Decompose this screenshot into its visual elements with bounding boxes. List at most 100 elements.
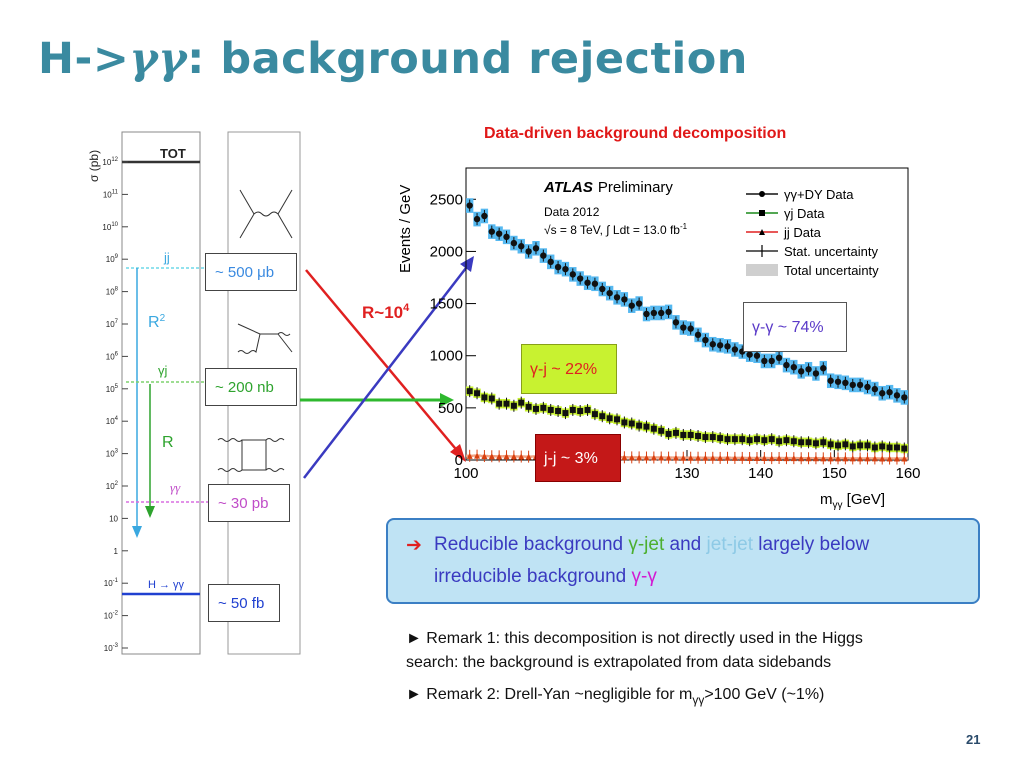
data-point-gj bbox=[532, 405, 539, 412]
data-point-gj bbox=[731, 436, 738, 443]
data-point-gg bbox=[503, 233, 510, 241]
data-point-gg bbox=[628, 302, 635, 309]
xsec-tick-label: 102 bbox=[106, 481, 119, 491]
data-point-gj bbox=[835, 442, 842, 449]
legend-marker-icon bbox=[759, 191, 765, 197]
data-point-gg bbox=[871, 385, 879, 393]
data-point-gg bbox=[805, 366, 812, 373]
xsec-tick-label: 104 bbox=[106, 416, 119, 426]
callout-arrow-icon: ➔ bbox=[406, 535, 422, 556]
data-point-gg bbox=[495, 230, 503, 237]
xsec-axis-ticks: 1012101110101091081071061051041031021011… bbox=[102, 157, 128, 653]
data-point-gg bbox=[820, 365, 827, 372]
data-point-gg bbox=[613, 294, 621, 301]
data-point-gg bbox=[518, 243, 525, 250]
data-point-gj bbox=[857, 442, 864, 449]
atlas-label: ATLAS Preliminary bbox=[543, 179, 673, 196]
data-point-gj bbox=[636, 422, 643, 429]
gj-arrowhead-icon bbox=[145, 506, 155, 518]
y-tick-label: 2000 bbox=[430, 243, 463, 260]
callout-line-2: irreducible background γ-γ bbox=[434, 566, 657, 587]
xsec-box-jj: ~ 500 μb bbox=[205, 253, 297, 291]
red-arrow-line bbox=[305, 269, 461, 455]
data-point-jj bbox=[835, 455, 842, 462]
remark-1-line-2: search: the background is extrapolated f… bbox=[406, 654, 832, 671]
data-point-gg bbox=[466, 202, 473, 209]
data-point-gg bbox=[540, 252, 547, 259]
xsec-tick-label: 103 bbox=[106, 449, 119, 459]
gj-label: γj bbox=[158, 363, 168, 378]
data-point-jj bbox=[901, 455, 908, 462]
data-point-gg bbox=[849, 381, 856, 389]
blue-arrowhead-icon bbox=[460, 256, 474, 272]
data-point-gg bbox=[827, 377, 834, 384]
data-point-gj bbox=[790, 438, 797, 445]
data-point-jj bbox=[658, 454, 665, 461]
xsec-frame bbox=[121, 131, 201, 655]
data-point-jj bbox=[650, 454, 657, 461]
xsec-tick-label: 107 bbox=[106, 319, 119, 329]
legend-marker-icon bbox=[759, 210, 765, 216]
callout-line-1: Reducible background γ-jet and jet-jet l… bbox=[434, 534, 870, 555]
chart-xlabel: mγγ [GeV] bbox=[820, 491, 885, 511]
annotation-jj-pct: j-j ~ 3% bbox=[535, 434, 621, 482]
data-point-gj bbox=[474, 390, 481, 397]
data-point-gg bbox=[746, 351, 753, 358]
x-tick-label: 160 bbox=[895, 465, 920, 482]
data-point-gg bbox=[797, 368, 805, 375]
slide-title: H->γγ: background rejection bbox=[38, 34, 748, 84]
data-point-gg bbox=[547, 258, 554, 266]
data-point-gj bbox=[628, 420, 635, 427]
data-point-jj bbox=[628, 454, 635, 461]
data-point-gg bbox=[768, 357, 775, 365]
data-point-jj bbox=[849, 455, 856, 462]
connector-arrows: R~104 bbox=[300, 256, 474, 479]
data-point-jj bbox=[510, 453, 517, 460]
data-point-gg bbox=[680, 324, 687, 331]
data-point-jj bbox=[717, 454, 724, 461]
data-point-jj bbox=[761, 455, 768, 462]
jj-arrowhead-icon bbox=[132, 526, 142, 538]
data-points bbox=[466, 199, 908, 465]
data-point-gj bbox=[717, 435, 724, 442]
data-point-jj bbox=[702, 454, 709, 461]
data-point-gj bbox=[555, 407, 562, 414]
x-tick-label: 130 bbox=[674, 465, 699, 482]
data-point-gj bbox=[488, 395, 495, 402]
remark-2: ► Remark 2: Drell-Yan ~negligible for mγ… bbox=[406, 686, 825, 707]
data-point-gj bbox=[827, 441, 834, 448]
data-point-gg bbox=[702, 336, 709, 344]
data-point-jj bbox=[820, 455, 827, 462]
data-point-gg bbox=[856, 381, 864, 389]
data-point-jj bbox=[805, 455, 812, 462]
xsec-box-hgg: ~ 50 fb bbox=[208, 584, 280, 622]
data-point-gj bbox=[606, 415, 613, 422]
data-point-gj bbox=[665, 430, 672, 437]
data-point-jj bbox=[864, 455, 871, 462]
data-point-gg bbox=[554, 263, 562, 271]
data-point-gj bbox=[901, 445, 908, 452]
blue-arrow-line bbox=[303, 267, 467, 479]
data-point-gg bbox=[576, 275, 584, 282]
data-point-gj bbox=[643, 423, 650, 430]
page-number: 21 bbox=[966, 732, 981, 747]
ratio-label: R~104 bbox=[362, 302, 410, 322]
data-point-gg bbox=[473, 215, 481, 223]
data-point-gj bbox=[562, 410, 569, 417]
data-point-gj bbox=[614, 416, 621, 423]
x-tick-label: 100 bbox=[453, 465, 478, 482]
data-point-gj bbox=[864, 442, 871, 449]
data-point-gg bbox=[672, 319, 680, 326]
y-tick-label: 1500 bbox=[430, 296, 463, 313]
data-point-gj bbox=[547, 406, 554, 413]
data-point-gg bbox=[731, 346, 739, 353]
xsec-box-gg: ~ 30 pb bbox=[208, 484, 290, 522]
data-point-gg bbox=[562, 265, 569, 273]
data-point-gj bbox=[577, 407, 584, 414]
hgg-label: H → γγ bbox=[148, 579, 185, 591]
data-point-jj bbox=[776, 455, 783, 462]
data-point-gj bbox=[621, 419, 628, 426]
data-point-jj bbox=[893, 455, 900, 462]
data-point-gj bbox=[893, 444, 900, 451]
data-point-jj bbox=[636, 454, 643, 461]
